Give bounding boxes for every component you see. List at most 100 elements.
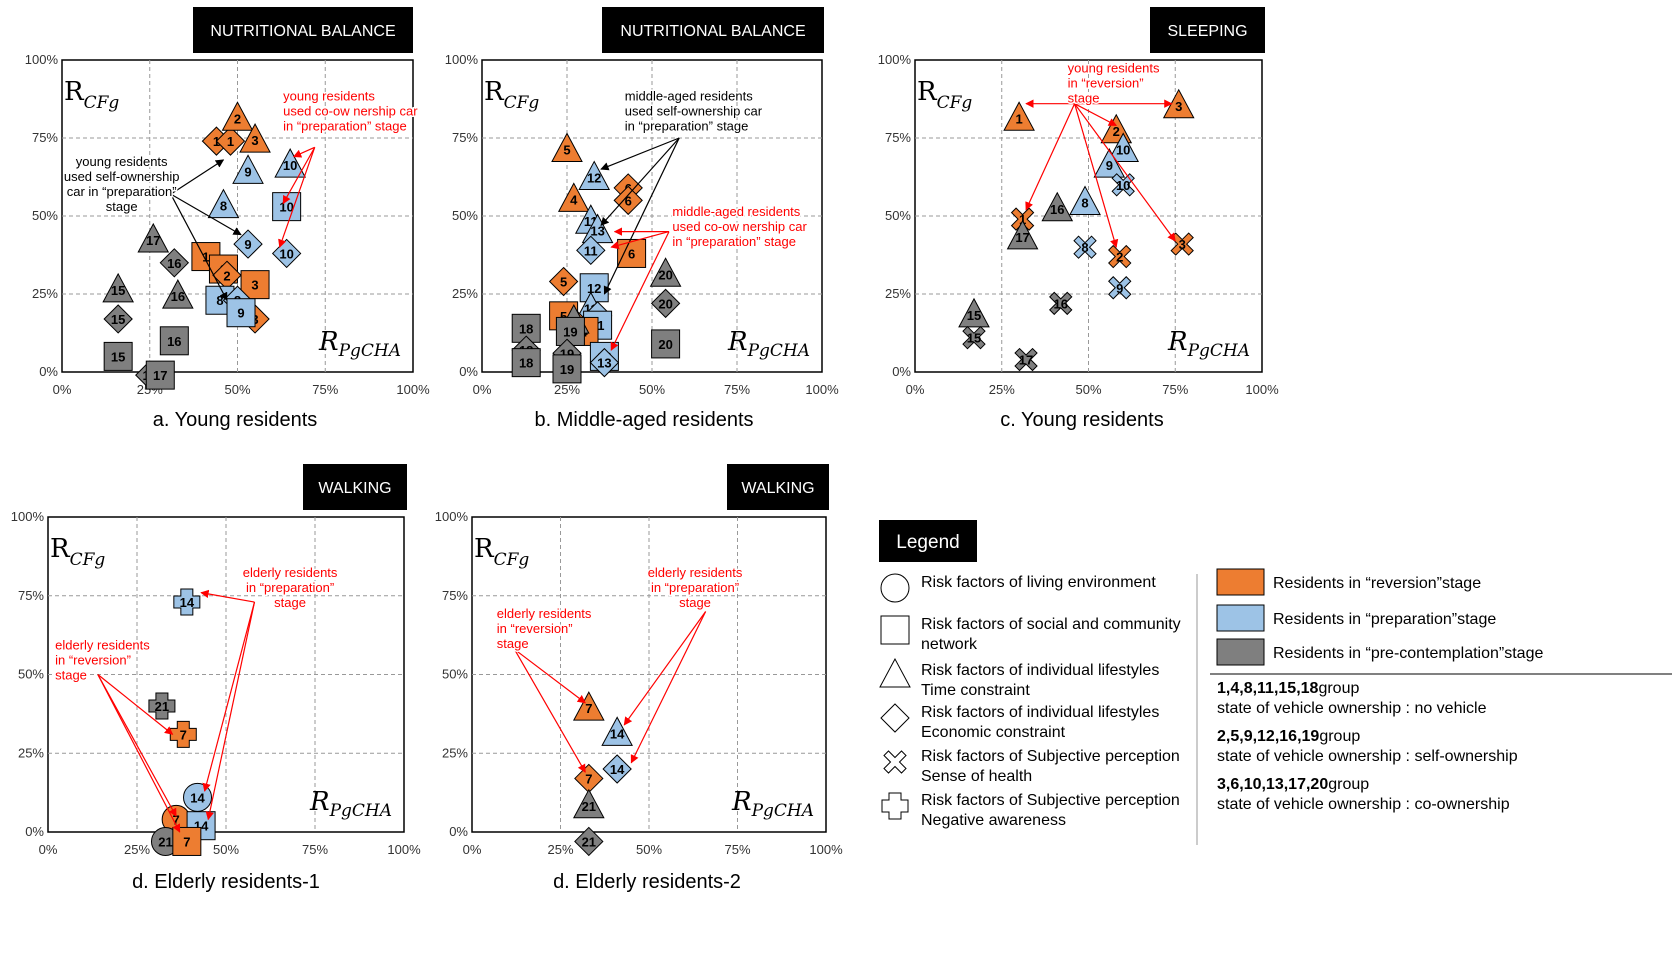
annotation-arrow: [600, 137, 680, 226]
data-point: 7: [172, 826, 202, 856]
point-label: 5: [560, 309, 567, 324]
point-marker-cross: [1014, 347, 1038, 372]
legend-stage-swatch: [1216, 568, 1265, 596]
y-tick-label: 75%: [32, 130, 58, 145]
point-label: 20: [658, 267, 672, 282]
point-marker-diamond: [574, 826, 604, 857]
point-label: 14: [610, 726, 625, 741]
annotation-arrow: [170, 193, 242, 236]
y-tick-label: 0%: [39, 364, 58, 379]
data-point: 18: [511, 348, 541, 378]
data-point: 10: [1111, 173, 1135, 197]
data-point: 21: [572, 788, 605, 819]
point-label: 17: [153, 368, 167, 383]
panel-tag-text: SLEEPING: [1167, 23, 1247, 40]
point-marker-triangle: [137, 222, 170, 253]
point-label: 17: [146, 233, 160, 248]
data-point: 14: [173, 588, 201, 616]
data-point: 14: [601, 716, 633, 746]
point-label: 14: [190, 790, 205, 805]
legend-stage-item: Residents in “reversion”stage: [1216, 568, 1481, 596]
point-label: 2: [1116, 250, 1123, 265]
panel-tag-text: WALKING: [318, 480, 391, 497]
annotation-text: stage: [497, 636, 529, 651]
legend-group-numbers: 2,5,9,12,16,19: [1217, 728, 1319, 745]
point-marker-triangle: [221, 101, 254, 131]
point-marker-diamond: [576, 235, 606, 266]
annotation-text: in “preparation”: [246, 580, 334, 595]
annotation-arrow: [603, 137, 680, 295]
point-label: 16: [167, 256, 181, 271]
legend-shape-label: Sense of health: [921, 768, 1032, 785]
legend-shape-label: Risk factors of individual lifestyles: [921, 704, 1159, 721]
annotation-arrow: [514, 648, 586, 704]
x-tick-label: 0%: [473, 382, 492, 397]
data-point: 15: [103, 341, 133, 371]
x-tick-label: 50%: [213, 842, 239, 857]
panel-tag-a: [193, 7, 413, 53]
y-tick-label: 25%: [885, 286, 911, 301]
point-marker-cross: [962, 325, 986, 350]
x-axis-label-sub: PgCHA: [747, 341, 810, 361]
point-label: 9: [1116, 281, 1123, 296]
annotation-arrow: [170, 193, 228, 301]
point-label: 15: [111, 349, 125, 364]
data-point: 11: [576, 235, 606, 266]
data-point: 9: [1108, 276, 1132, 300]
x-tick-label: 0%: [906, 382, 925, 397]
annotation-arrow: [1074, 103, 1176, 242]
y-axis-label: RCFg: [484, 77, 539, 113]
point-label: 20: [658, 337, 672, 352]
legend-group-state: state of vehicle ownership : no vehicle: [1217, 700, 1487, 717]
y-tick-label: 0%: [25, 824, 44, 839]
x-tick-label: 0%: [53, 382, 72, 397]
data-point: 6: [617, 238, 647, 268]
point-marker-triangle: [161, 279, 194, 309]
annotation-text: used self-ownership: [64, 169, 180, 184]
data-point: 1: [215, 126, 246, 156]
data-point: 20: [651, 329, 681, 359]
point-label: 19: [563, 324, 577, 339]
point-label: 1: [227, 134, 234, 149]
y-axis-label: RCFg: [50, 534, 105, 570]
y-tick-label: 100%: [435, 509, 469, 524]
legend-stage-label: Residents in “preparation”stage: [1273, 611, 1496, 628]
y-tick-label: 100%: [878, 52, 912, 67]
x-axis-label: RPgCHA: [731, 787, 814, 821]
y-axis-label-sub: CFg: [494, 550, 530, 570]
legend-stage-swatch: [1216, 638, 1265, 666]
data-point: 16: [159, 248, 190, 278]
annotation-text: young residents: [76, 154, 168, 169]
data-point: 9: [1093, 148, 1126, 178]
data-point: 21: [574, 826, 604, 857]
point-label: 1: [202, 250, 209, 265]
x-tick-label: 75%: [724, 382, 750, 397]
legend-shape-label: Risk factors of living environment: [921, 574, 1156, 591]
data-point: 10: [271, 238, 302, 269]
legend-group-numbers: 3,6,10,13,17,20: [1217, 776, 1328, 793]
point-label: 12: [587, 281, 601, 296]
chart-a: 0%25%50%75%100%0%25%50%75%100%RCFgRPgCHA…: [25, 7, 430, 431]
x-tick-label: 25%: [554, 382, 580, 397]
point-label: 7: [180, 727, 187, 742]
data-point: 21: [148, 692, 176, 720]
y-tick-label: 25%: [18, 745, 44, 760]
annotation-arrow: [513, 649, 586, 773]
point-marker-triangle: [1006, 219, 1039, 250]
y-tick-label: 0%: [459, 364, 478, 379]
chart-d1: 0% 25% 50% 75% 100% 0% 25% 50% 75% 100% RCFg RPgCHA…: [11, 464, 421, 893]
point-label: 13: [597, 356, 611, 371]
panel-caption: c. Young residents: [1000, 409, 1163, 431]
annotation-arrow: [1074, 103, 1119, 249]
data-point: 8: [1073, 235, 1097, 259]
point-label: 18: [519, 356, 533, 371]
point-label: 9: [1106, 158, 1113, 173]
panel-caption: d. Elderly residents-2: [553, 871, 741, 893]
legend-group-item: 3,6,10,13,17,20group state of vehicle own…: [1217, 776, 1510, 813]
x-axis-label-sub: PgCHA: [751, 801, 814, 821]
